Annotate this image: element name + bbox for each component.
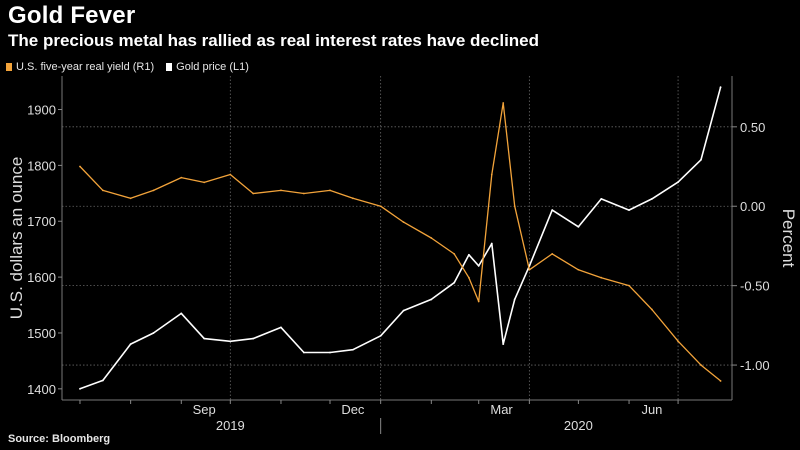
real-yield-point <box>351 197 354 200</box>
gold-price-point <box>152 332 155 334</box>
legend-swatch-gold <box>166 63 173 71</box>
real-yield-point <box>229 173 232 176</box>
real-yield-point <box>329 189 331 192</box>
gold-price-point <box>302 351 305 354</box>
axis-layer <box>58 76 737 434</box>
tick-label-right: 0.50 <box>740 120 765 135</box>
gold-price-point <box>79 387 81 390</box>
label-layer: -1.00 -0.50 0.00 0.50 1400 1500 1600 1700 1800 19… <box>7 103 798 433</box>
tick-label-left: 1900 <box>27 103 56 118</box>
real-yield-point <box>719 380 722 382</box>
legend-label-gold: Gold price (L1) <box>176 61 249 73</box>
real-yield-point <box>280 189 282 192</box>
gold-price-point <box>719 86 722 89</box>
gold-price-point <box>513 298 516 301</box>
gold-price-point <box>329 351 331 354</box>
gold-price-point <box>252 337 255 340</box>
gold-price-point <box>477 265 480 267</box>
gold-price-point <box>101 379 104 382</box>
grid-layer <box>62 76 732 400</box>
real-yield-point <box>700 364 702 366</box>
real-yield-point <box>430 237 433 239</box>
gold-price-line <box>79 86 722 390</box>
tick-label-left: 1500 <box>27 326 56 341</box>
gold-price-point <box>490 242 493 245</box>
real-yield-point <box>379 205 382 208</box>
real-yield-point <box>302 192 305 195</box>
tick-label-right: 0.00 <box>740 199 765 214</box>
real-yield-point <box>628 284 630 287</box>
tick-label-right: -0.50 <box>740 279 770 294</box>
chart-title: Gold Fever <box>8 2 136 29</box>
gold-price-point <box>453 281 456 284</box>
gold-price-point <box>430 298 433 301</box>
real-yield-point <box>180 176 183 179</box>
real-yield-point <box>490 173 493 176</box>
legend-item-yield: U.S. five-year real yield (R1) <box>6 61 154 73</box>
real-yield-point <box>468 276 470 279</box>
real-yield-point <box>551 252 554 255</box>
real-yield-point <box>528 268 531 271</box>
real-yield-point <box>513 205 516 208</box>
gold-price-point <box>468 253 470 256</box>
source-note: Source: Bloomberg <box>8 433 111 445</box>
chart-subtitle: The precious metal has rallied as real i… <box>8 31 540 50</box>
tick-label-x: Dec <box>341 402 365 417</box>
y-axis-right-title: Percent <box>779 209 798 268</box>
tick-label-left: 1400 <box>27 382 56 397</box>
tick-label-x: Jun <box>641 402 662 417</box>
chart-legend: U.S. five-year real yield (R1) Gold pric… <box>6 61 249 73</box>
real-yield-line <box>79 102 722 382</box>
tick-label-left: 1800 <box>27 158 56 173</box>
real-yield-point <box>101 189 104 192</box>
gold-price-point <box>129 343 132 346</box>
gold-price-point <box>577 225 580 228</box>
gold-price-point <box>280 326 282 329</box>
real-yield-point <box>502 102 505 104</box>
year-label: 2019 <box>216 418 245 433</box>
gold-price-point <box>677 181 679 184</box>
real-yield-point <box>252 192 255 195</box>
year-label: 2020 <box>564 418 593 433</box>
legend-swatch-yield <box>6 63 12 71</box>
real-yield-point <box>477 300 480 303</box>
gold-price-point <box>651 197 653 200</box>
real-yield-point <box>651 308 653 311</box>
tick-label-left: 1700 <box>27 214 56 229</box>
gold-price-point <box>628 209 630 211</box>
real-yield-point <box>577 268 580 271</box>
series-layer <box>79 86 722 390</box>
real-yield-point <box>79 165 81 168</box>
tick-label-right: -1.00 <box>740 358 770 373</box>
gold-price-point <box>402 309 405 312</box>
legend-label-yield: U.S. five-year real yield (R1) <box>16 61 155 73</box>
tick-label-left: 1600 <box>27 270 56 285</box>
gold-price-point <box>551 209 554 211</box>
real-yield-point <box>600 276 603 279</box>
gold-price-point <box>502 343 505 346</box>
gold-price-point <box>351 348 354 351</box>
gold-price-point <box>379 334 382 337</box>
real-yield-point <box>402 221 405 224</box>
gold-price-point <box>700 158 702 161</box>
gold-price-point <box>203 337 206 340</box>
gold-price-point <box>229 340 232 343</box>
tick-label-x: Sep <box>193 402 216 417</box>
real-yield-point <box>203 181 206 184</box>
real-yield-point <box>129 197 132 200</box>
legend-item-gold: Gold price (L1) <box>166 61 249 73</box>
gold-price-point <box>180 312 183 315</box>
real-yield-point <box>677 340 679 343</box>
y-axis-left-title: U.S. dollars an ounce <box>7 157 26 320</box>
real-yield-point <box>453 252 456 255</box>
tick-label-x: Mar <box>490 402 513 417</box>
gold-price-point <box>600 197 603 200</box>
real-yield-point <box>152 189 155 192</box>
